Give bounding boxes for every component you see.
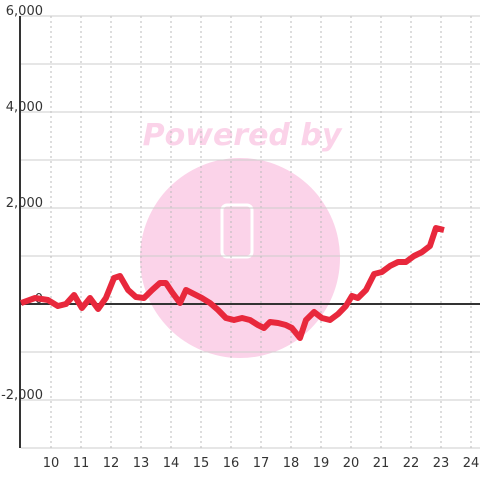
watermark-text: Powered by	[143, 118, 343, 153]
x-tick-label: 13	[133, 456, 150, 471]
y-tick-label: -2,000	[1, 388, 43, 403]
data-line	[19, 225, 445, 341]
x-tick-label: 16	[223, 456, 240, 471]
x-tick-label: 19	[313, 456, 330, 471]
y-tick-label: 4,000	[6, 100, 43, 115]
watermark-logo	[220, 203, 254, 259]
x-tick-label: 10	[43, 456, 60, 471]
x-tick-label: 14	[163, 456, 180, 471]
x-tick-label: 15	[193, 456, 210, 471]
x-tick-label: 20	[343, 456, 360, 471]
y-tick-label: 6,000	[6, 4, 43, 19]
x-tick-label: 11	[73, 456, 90, 471]
x-tick-label: 17	[253, 456, 270, 471]
watermark	[140, 158, 340, 358]
x-tick-label: 12	[103, 456, 120, 471]
x-tick-label: 22	[403, 456, 420, 471]
x-tick-label: 21	[373, 456, 390, 471]
x-tick-label: 24	[463, 456, 480, 471]
y-tick-label: 2,000	[6, 196, 43, 211]
x-tick-label: 18	[283, 456, 300, 471]
x-tick-label: 23	[433, 456, 450, 471]
